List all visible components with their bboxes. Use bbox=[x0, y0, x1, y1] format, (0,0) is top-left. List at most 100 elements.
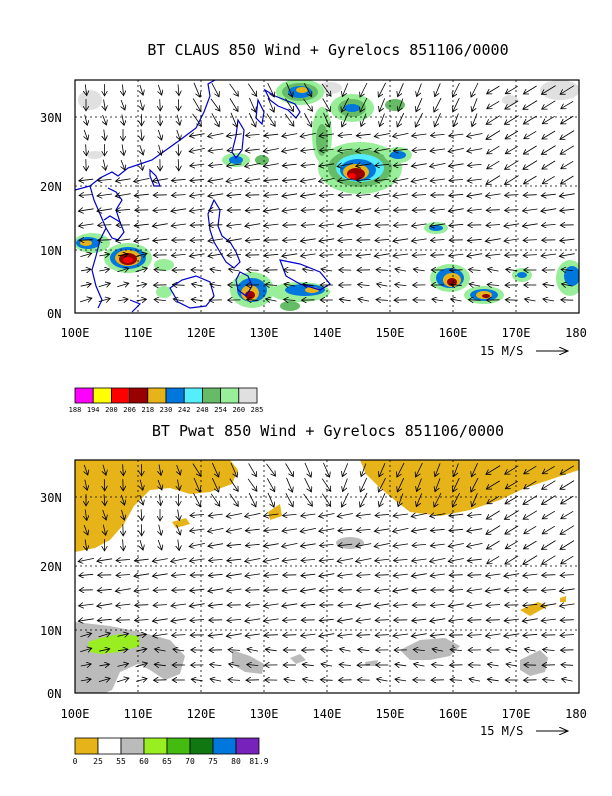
wind-arrow bbox=[282, 194, 297, 196]
wind-arrow bbox=[321, 664, 332, 666]
wind-arrow bbox=[320, 544, 334, 545]
wind-arrow bbox=[411, 513, 427, 516]
wind-arrow bbox=[229, 269, 240, 271]
wind-arrow bbox=[208, 194, 223, 196]
wind-arrow bbox=[140, 145, 144, 155]
wind-arrow bbox=[487, 161, 500, 169]
wind-arrow bbox=[543, 680, 555, 681]
wind-arrow bbox=[123, 539, 124, 550]
wind-arrow bbox=[395, 664, 406, 666]
wind-arrow bbox=[227, 544, 241, 545]
wind-arrow bbox=[339, 665, 351, 666]
wind-arrow bbox=[267, 464, 276, 476]
wind-arrow bbox=[190, 194, 205, 196]
colorbar-label: 206 bbox=[123, 406, 136, 414]
wind-arrow bbox=[322, 494, 330, 507]
wind-arrow bbox=[178, 540, 179, 551]
wind-arrow bbox=[393, 514, 408, 516]
wind-arrow bbox=[505, 176, 519, 185]
wind-arrow bbox=[228, 650, 240, 651]
wind-arrow bbox=[375, 239, 389, 240]
wind-arrow bbox=[448, 209, 463, 212]
wind-arrow bbox=[542, 176, 554, 183]
wind-arrow bbox=[486, 116, 500, 125]
colorbar-swatch bbox=[75, 388, 93, 403]
wind-arrow bbox=[374, 134, 390, 137]
wind-arrow bbox=[453, 83, 460, 97]
wind-arrow bbox=[542, 101, 556, 109]
wind-arrow bbox=[411, 164, 426, 167]
wind-arrow bbox=[467, 529, 482, 532]
wind-arrow bbox=[559, 254, 574, 257]
wind-arrow bbox=[122, 145, 124, 156]
wind-arrow bbox=[417, 84, 422, 97]
wind-arrow bbox=[486, 194, 501, 196]
wind-arrow bbox=[264, 134, 278, 136]
wind-arrow bbox=[469, 284, 480, 286]
wind-arrow bbox=[171, 604, 186, 606]
colorbar-label: 254 bbox=[214, 406, 227, 414]
wind-arrow bbox=[153, 634, 168, 636]
wind-arrow bbox=[449, 179, 463, 180]
wind-arrow bbox=[103, 115, 107, 125]
wind-arrow bbox=[541, 589, 555, 590]
wind-arrow bbox=[434, 113, 440, 127]
wind-arrow bbox=[116, 179, 131, 181]
wind-arrow bbox=[487, 146, 500, 154]
wind-arrow bbox=[245, 559, 261, 562]
wind-arrow bbox=[412, 224, 427, 226]
wind-arrow bbox=[171, 254, 185, 255]
lon-label: 100E bbox=[61, 707, 90, 721]
wind-arrow bbox=[84, 130, 88, 140]
wind-arrow bbox=[449, 514, 463, 516]
wind-arrow bbox=[190, 559, 205, 561]
wind-arrow bbox=[320, 680, 332, 681]
wind-arrow bbox=[264, 635, 278, 636]
wind-arrow bbox=[522, 224, 537, 226]
lat-label: 30N bbox=[40, 111, 62, 125]
colorbar-swatch bbox=[190, 738, 213, 754]
wind-arrow bbox=[412, 255, 426, 256]
wind-arrow bbox=[337, 559, 353, 562]
wind-arrow bbox=[524, 131, 536, 138]
wind-arrow bbox=[542, 541, 556, 550]
lon-label: 140E bbox=[313, 707, 342, 721]
wind-arrow bbox=[561, 556, 574, 564]
wind-arrow bbox=[208, 514, 222, 516]
wind-arrow bbox=[134, 194, 149, 196]
wind-arrow bbox=[319, 514, 335, 517]
wind-arrow bbox=[469, 270, 481, 271]
wind-arrow bbox=[467, 149, 482, 152]
wind-arrow bbox=[304, 494, 313, 506]
wind-arrow bbox=[134, 589, 149, 591]
wind-arrow bbox=[485, 239, 500, 242]
wind-arrow bbox=[321, 650, 333, 651]
wind-arrow bbox=[522, 619, 537, 622]
wind-arrow bbox=[178, 144, 179, 155]
wind-arrow bbox=[301, 634, 316, 636]
wind-arrow bbox=[319, 589, 334, 591]
colorbar-label: 81.9 bbox=[249, 757, 268, 766]
wind-arrow bbox=[486, 526, 500, 535]
wind-arrow bbox=[301, 210, 315, 211]
lon-label: 140E bbox=[313, 326, 342, 340]
wind-arrow bbox=[560, 481, 574, 490]
wind-arrow bbox=[210, 664, 222, 665]
wind-arrow bbox=[141, 509, 142, 520]
wind-arrow bbox=[122, 84, 123, 95]
wind-arrow bbox=[338, 590, 352, 591]
colorbar-swatch bbox=[148, 388, 166, 403]
wind-arrow bbox=[337, 224, 352, 227]
wind-arrow bbox=[487, 664, 498, 666]
wind-arrow bbox=[543, 299, 554, 301]
wind-arrow bbox=[210, 269, 221, 271]
wind-arrow bbox=[524, 526, 536, 533]
wind-arrow bbox=[282, 559, 297, 561]
wind-arrow bbox=[104, 130, 105, 141]
wind-arrow bbox=[541, 224, 555, 225]
lon-label: 180 bbox=[565, 707, 587, 721]
wind-arrow bbox=[523, 101, 537, 110]
wind-arrow bbox=[468, 575, 482, 576]
wind-arrow bbox=[338, 634, 353, 636]
wind-arrow bbox=[230, 84, 239, 96]
